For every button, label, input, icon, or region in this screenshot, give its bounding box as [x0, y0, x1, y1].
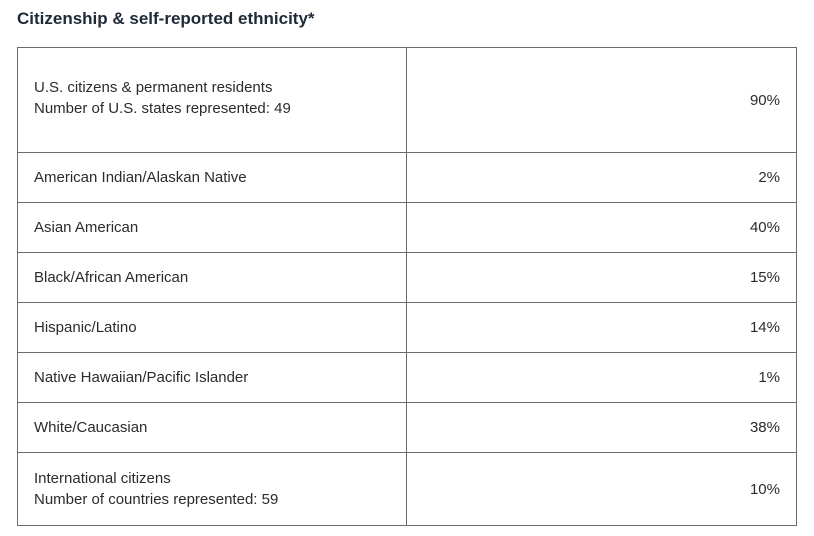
label-cell: White/Caucasian — [17, 402, 407, 453]
label-cell: Hispanic/Latino — [17, 302, 407, 353]
label-line: U.S. citizens & permanent residents — [34, 79, 273, 96]
label-line: Number of U.S. states represented: 49 — [34, 100, 291, 117]
data-table: U.S. citizens & permanent residents Numbe… — [17, 47, 797, 526]
label-line: Black/African American — [34, 269, 189, 286]
label-cell: Asian American — [17, 202, 407, 253]
value-cell: 1% — [406, 352, 797, 403]
value-cell: 40% — [406, 202, 797, 253]
value-cell: 38% — [406, 402, 797, 453]
value-cell: 15% — [406, 252, 797, 303]
table-row: White/Caucasian 38% — [17, 402, 797, 453]
table-row: Hispanic/Latino 14% — [17, 302, 797, 353]
table-row: Asian American 40% — [17, 202, 797, 253]
table-row: Black/African American 15% — [17, 252, 797, 303]
title: Citizenship & self-reported ethnicity* — [17, 9, 315, 28]
label-cell: U.S. citizens & permanent residents Numbe… — [17, 47, 407, 153]
label-line: Number of countries represented: 59 — [34, 491, 279, 508]
value-cell: 90% — [406, 47, 797, 153]
table-row: International citizens Number of countrie… — [17, 452, 797, 526]
label-cell: Black/African American — [17, 252, 407, 303]
label-line: Native Hawaiian/Pacific Islander — [34, 369, 249, 386]
table-row: American Indian/Alaskan Native 2% — [17, 152, 797, 203]
label-cell: International citizens Number of countrie… — [17, 452, 407, 526]
label-cell: Native Hawaiian/Pacific Islander — [17, 352, 407, 403]
value-cell: 2% — [406, 152, 797, 203]
value-cell: 14% — [406, 302, 797, 353]
value-cell: 10% — [406, 452, 797, 526]
label-line: American Indian/Alaskan Native — [34, 169, 247, 186]
label-line: White/Caucasian — [34, 419, 148, 436]
label-line: Asian American — [34, 219, 139, 236]
table-row: Native Hawaiian/Pacific Islander 1% — [17, 352, 797, 403]
table-row: U.S. citizens & permanent residents Numbe… — [17, 47, 797, 153]
label-line: International citizens — [34, 470, 171, 487]
label-line: Hispanic/Latino — [34, 319, 137, 336]
label-cell: American Indian/Alaskan Native — [17, 152, 407, 203]
